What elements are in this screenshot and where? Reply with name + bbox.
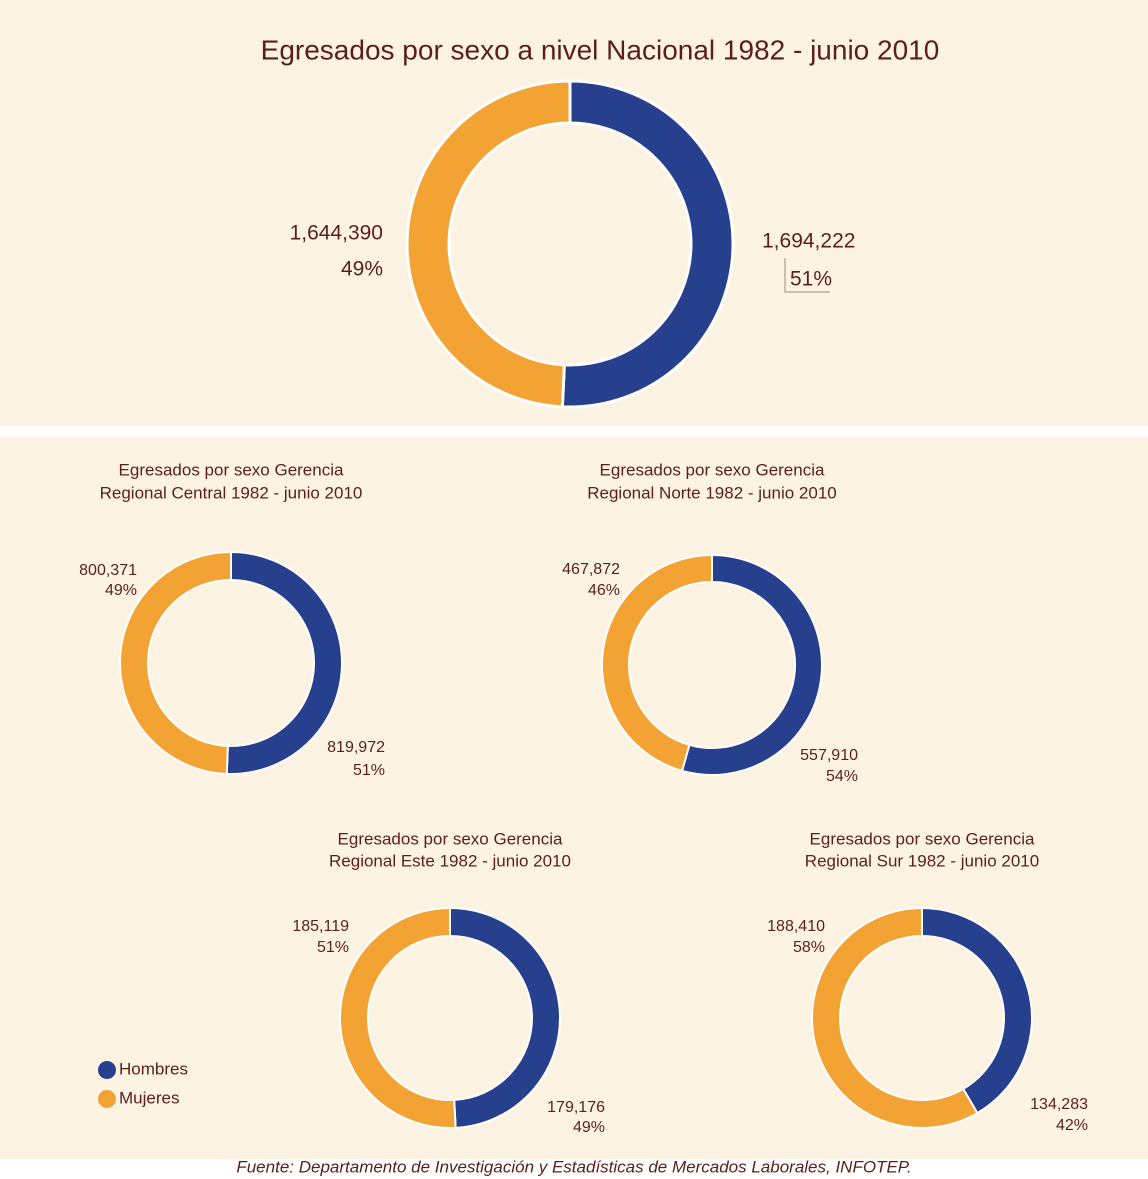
chart-title: Egresados por sexo a nivel Nacional 1982… xyxy=(261,34,940,65)
percent-label: 51% xyxy=(353,762,385,779)
slice xyxy=(811,906,979,1129)
slice xyxy=(449,906,562,1129)
value-label: 800,371 xyxy=(79,562,137,579)
chart-title: Regional Este 1982 - junio 2010 xyxy=(329,851,571,870)
slice xyxy=(339,906,457,1129)
percent-label: 49% xyxy=(341,258,383,281)
value-label: 188,410 xyxy=(767,918,825,935)
value-label: 819,972 xyxy=(327,739,385,756)
value-label: 185,119 xyxy=(292,918,349,935)
chart-title: Egresados por sexo Gerencia xyxy=(119,460,344,479)
bottom-panel xyxy=(0,437,1148,1159)
chart-title: Regional Sur 1982 - junio 2010 xyxy=(805,851,1039,870)
source: Fuente: Departamento de Investigación y … xyxy=(236,1157,911,1176)
chart-title: Regional Central 1982 - junio 2010 xyxy=(100,483,363,502)
value-label: 1,644,390 xyxy=(290,222,383,245)
slice xyxy=(680,553,823,776)
percent-label: 51% xyxy=(790,268,832,291)
chart-title: Egresados por sexo Gerencia xyxy=(600,460,825,479)
leader-line xyxy=(784,258,830,293)
value-label: 179,176 xyxy=(547,1099,605,1116)
chart-title: Regional Norte 1982 - junio 2010 xyxy=(587,483,837,502)
percent-label: 54% xyxy=(826,768,858,785)
percent-label: 46% xyxy=(588,582,620,599)
percent-label: 42% xyxy=(1056,1117,1088,1134)
percent-label: 51% xyxy=(317,939,349,956)
slice xyxy=(560,79,735,409)
slice xyxy=(225,550,343,775)
value-label: 467,872 xyxy=(562,561,620,578)
slice xyxy=(405,79,572,409)
legend-swatch xyxy=(98,1090,116,1108)
percent-label: 58% xyxy=(793,939,825,956)
value-label: 1,694,222 xyxy=(762,230,855,253)
chart-title: Egresados por sexo Gerencia xyxy=(810,829,1035,848)
value-label: 557,910 xyxy=(800,747,858,764)
legend-label: Hombres xyxy=(119,1059,188,1078)
legend-swatch xyxy=(98,1061,116,1079)
percent-label: 49% xyxy=(105,582,137,599)
slice xyxy=(601,553,713,773)
value-label: 134,283 xyxy=(1030,1096,1088,1113)
percent-label: 49% xyxy=(573,1119,605,1136)
legend-label: Mujeres xyxy=(119,1088,179,1107)
top-panel xyxy=(0,0,1148,426)
slice xyxy=(119,550,232,775)
chart-title: Egresados por sexo Gerencia xyxy=(338,829,563,848)
